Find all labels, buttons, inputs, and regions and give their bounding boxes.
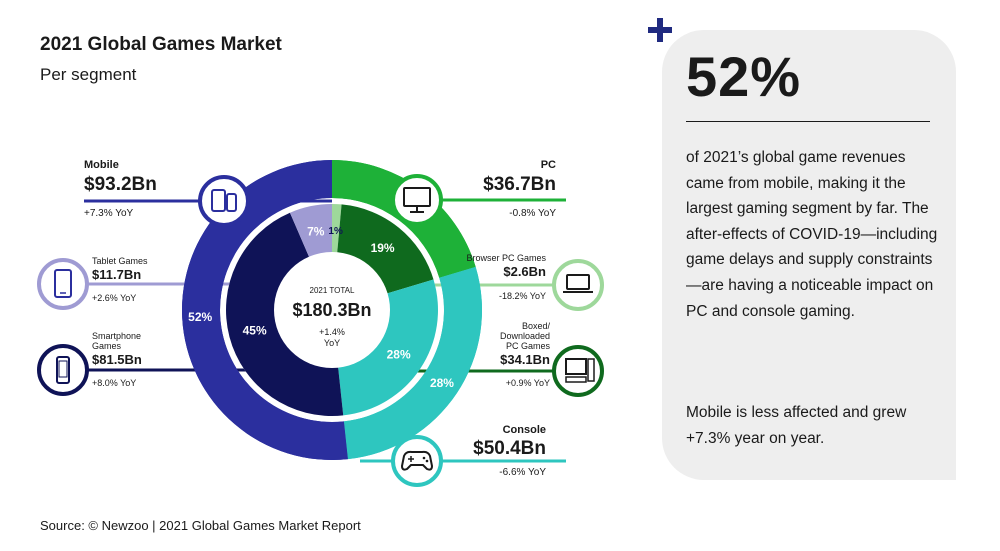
inner-slice-label-tablet-games: 7% bbox=[307, 225, 325, 239]
gamepad-icon bbox=[391, 435, 443, 487]
tablet-label-value: $11.7Bn bbox=[92, 267, 142, 282]
outer-slice-label-console: 28% bbox=[430, 376, 454, 390]
console-label-name: Console bbox=[502, 424, 546, 436]
mobile-label-value: $93.2Bn bbox=[84, 174, 157, 195]
inner-slice-label-smartphone-games: 45% bbox=[243, 323, 267, 337]
smartphone-label-value: $81.5Bn bbox=[92, 352, 142, 367]
inner-slice-label-browser-pc-games: 1% bbox=[328, 226, 343, 237]
inner-slice-label-boxed-downloaded-pc-games: 19% bbox=[371, 241, 395, 255]
center-hole bbox=[274, 252, 390, 368]
plus-icon bbox=[648, 18, 672, 42]
callout-big-number: 52% bbox=[686, 45, 802, 108]
browser-label-name: Browser PC Games bbox=[466, 253, 546, 263]
center-yoy-unit: YoY bbox=[324, 338, 340, 348]
mobile-label-yoy: +7.3% YoY bbox=[84, 208, 134, 219]
tablet-label-yoy: +2.6% YoY bbox=[92, 293, 137, 303]
browser-label-yoy: -18.2% YoY bbox=[498, 291, 546, 301]
callout-panel bbox=[662, 30, 956, 480]
outer-slice-label-mobile: 52% bbox=[188, 310, 212, 324]
donut-chart: 2021 TOTAL $180.3Bn +1.4% YoY 20%28%52%1… bbox=[37, 160, 604, 487]
console-label-yoy: -6.6% YoY bbox=[499, 467, 546, 478]
tablet-label-name: Tablet Games bbox=[92, 256, 148, 266]
callout-divider bbox=[686, 121, 930, 122]
desktop-computer-icon bbox=[552, 345, 604, 397]
smartphone-label-yoy: +8.0% YoY bbox=[92, 378, 137, 388]
chart-title: 2021 Global Games Market bbox=[40, 34, 282, 55]
outer-slice-mobile bbox=[182, 160, 348, 460]
smartphone-label-name: Smartphone Games bbox=[92, 331, 142, 351]
inner-slice-label-console: 28% bbox=[387, 347, 411, 361]
pc-label-yoy: -0.8% YoY bbox=[509, 208, 556, 219]
pc-label-name: PC bbox=[540, 159, 556, 171]
center-yoy: +1.4% bbox=[319, 327, 345, 337]
mobile-label-name: Mobile bbox=[84, 159, 119, 171]
boxed-label-value: $34.1Bn bbox=[500, 352, 550, 367]
pc-label-value: $36.7Bn bbox=[483, 174, 556, 195]
smartphone-icon bbox=[37, 344, 89, 396]
callout-paragraph-1: of 2021’s global game revenues came from… bbox=[686, 149, 938, 320]
browser-label-value: $2.6Bn bbox=[503, 264, 546, 279]
center-total-value: $180.3Bn bbox=[292, 300, 371, 320]
center-total-label: 2021 TOTAL bbox=[310, 286, 355, 295]
console-label-value: $50.4Bn bbox=[473, 438, 546, 459]
mobile-devices-icon bbox=[198, 175, 250, 227]
chart-subtitle: Per segment bbox=[40, 65, 137, 84]
source-note: Source: © Newzoo | 2021 Global Games Mar… bbox=[40, 518, 361, 533]
monitor-icon bbox=[391, 174, 443, 226]
outer-slice-console bbox=[343, 266, 482, 460]
callout-paragraph-2: Mobile is less affected and grew +7.3% y… bbox=[686, 404, 907, 447]
boxed-label-yoy: +0.9% YoY bbox=[505, 378, 550, 388]
laptop-icon bbox=[552, 259, 604, 311]
inner-slice-console bbox=[336, 279, 439, 416]
boxed-label-name: Boxed/ Downloaded PC Games bbox=[499, 321, 550, 351]
tablet-icon bbox=[37, 258, 89, 310]
